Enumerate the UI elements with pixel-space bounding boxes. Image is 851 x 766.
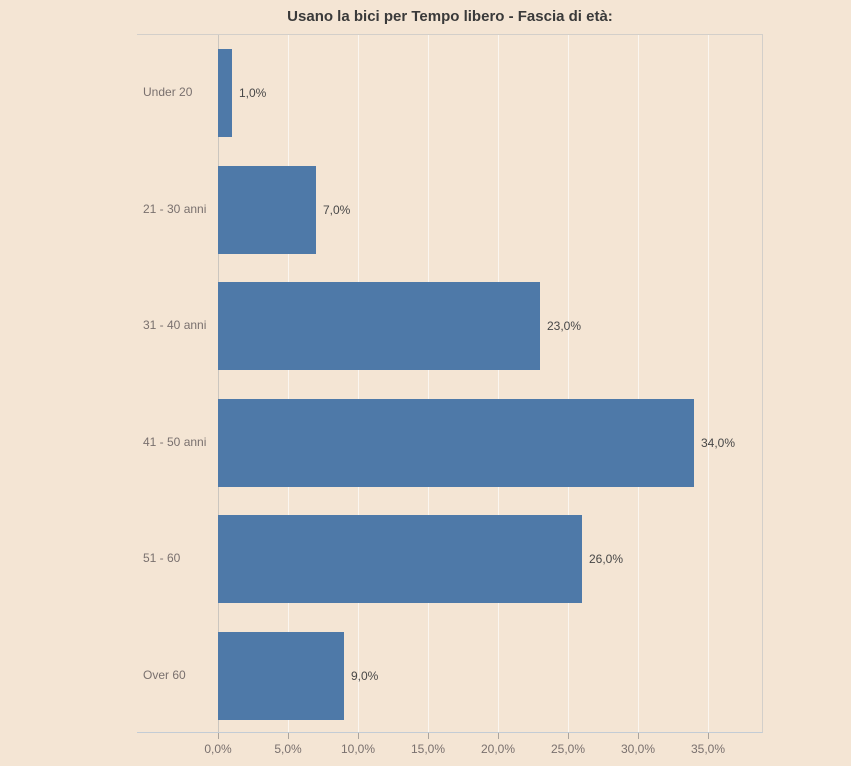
gridline <box>498 35 499 732</box>
bar-value-label: 7,0% <box>323 202 351 217</box>
chart-title: Usano la bici per Tempo libero - Fascia … <box>287 8 613 25</box>
gridline <box>568 35 569 732</box>
gridline <box>288 35 289 732</box>
category-label: 41 - 50 anni <box>143 434 207 449</box>
bar[interactable] <box>218 165 316 254</box>
x-axis-tick-label: 35,0% <box>690 742 726 756</box>
x-axis-tick <box>708 733 709 739</box>
gridline <box>708 35 709 732</box>
bar[interactable] <box>218 515 582 604</box>
bar[interactable] <box>218 398 694 487</box>
bar-value-label: 1,0% <box>239 86 267 101</box>
x-axis-tick <box>568 733 569 739</box>
gridline <box>428 35 429 732</box>
category-label: 51 - 60 <box>143 551 181 566</box>
x-axis-tick-label: 5,0% <box>274 742 302 756</box>
x-axis-tick <box>498 733 499 739</box>
bar[interactable] <box>218 282 540 371</box>
category-label: 31 - 40 anni <box>143 318 207 333</box>
x-axis-tick-label: 10,0% <box>340 742 376 756</box>
category-label: Over 60 <box>143 667 186 682</box>
x-axis-tick-label: 30,0% <box>620 742 656 756</box>
bar-value-label: 26,0% <box>589 552 624 567</box>
category-label: 21 - 30 anni <box>143 201 207 216</box>
x-axis-tick <box>638 733 639 739</box>
x-axis-tick-label: 20,0% <box>480 742 516 756</box>
x-axis-tick <box>218 733 219 739</box>
x-axis-tick <box>428 733 429 739</box>
category-label: Under 20 <box>143 85 193 100</box>
bar-value-label: 9,0% <box>351 668 379 683</box>
zero-axis-line <box>218 35 219 732</box>
x-axis-tick-label: 25,0% <box>550 742 586 756</box>
bar-value-label: 34,0% <box>701 435 736 450</box>
plot-area: 1,0% 7,0% 23,0% 34,0% 26,0% 9,0% <box>137 34 763 733</box>
x-axis-tick-label: 15,0% <box>410 742 446 756</box>
x-axis-tick-label: 0,0% <box>204 742 232 756</box>
gridline <box>638 35 639 732</box>
bar-value-label: 23,0% <box>547 319 582 334</box>
x-axis-tick <box>288 733 289 739</box>
bar[interactable] <box>218 49 232 138</box>
x-axis-tick <box>358 733 359 739</box>
bar[interactable] <box>218 631 344 720</box>
gridline <box>358 35 359 732</box>
